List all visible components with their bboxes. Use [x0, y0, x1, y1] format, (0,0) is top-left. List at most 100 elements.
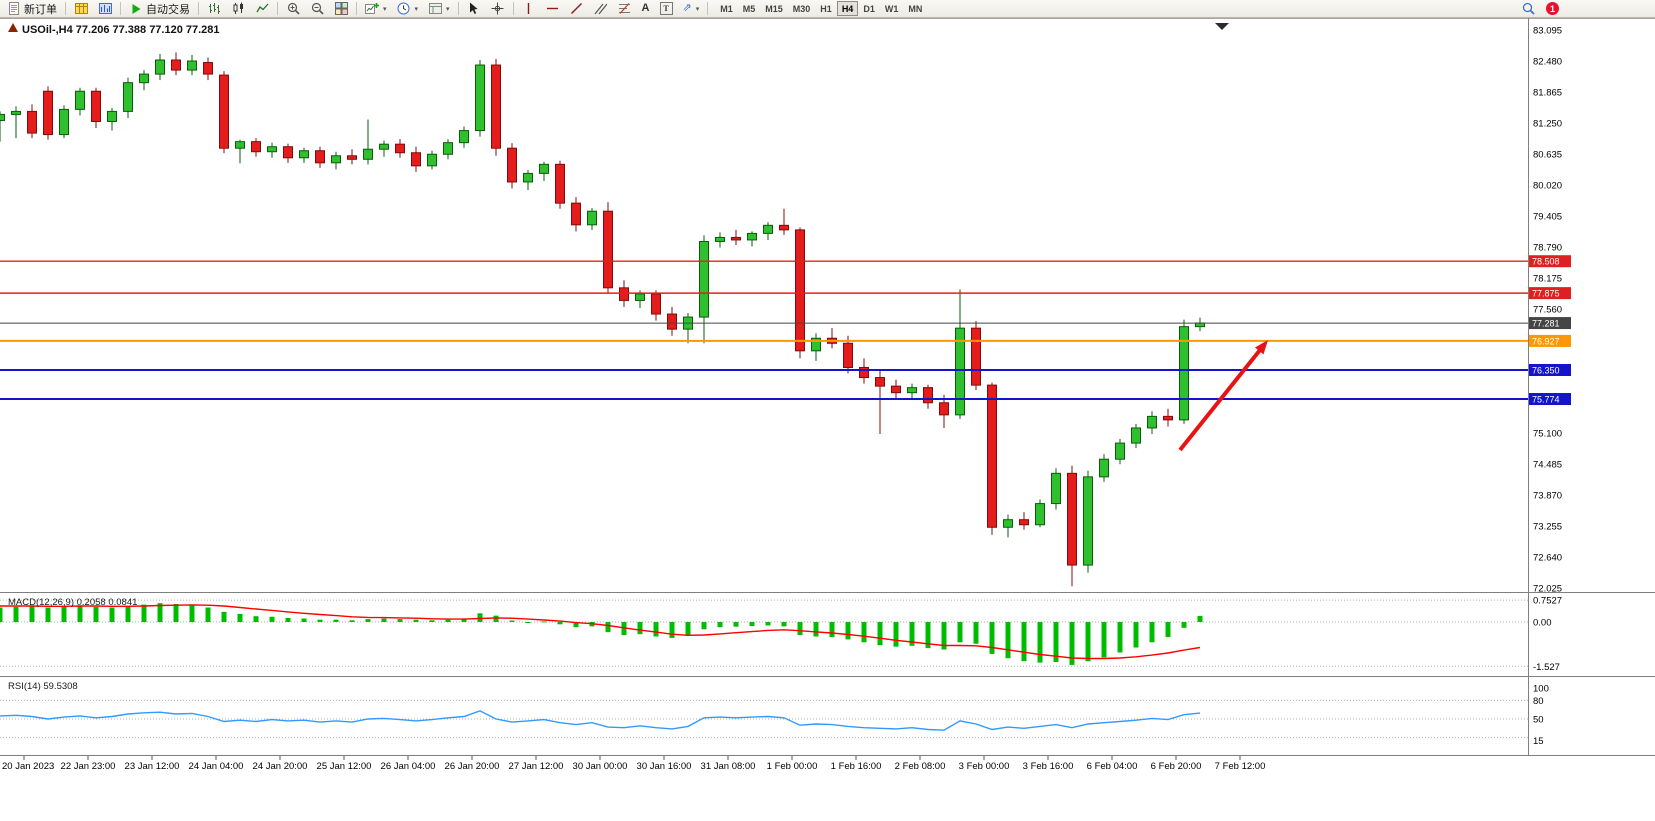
- trend-arrow-head[interactable]: [1255, 340, 1268, 355]
- candlestick-chart-button[interactable]: [227, 1, 249, 17]
- timeframe-button-mn[interactable]: MN: [903, 1, 927, 16]
- price-tick-label: 83.095: [1533, 26, 1562, 37]
- candle: [1003, 514, 1013, 538]
- arrow-tools-button[interactable]: ⇗ ▾: [679, 1, 704, 17]
- macd-bar: [877, 622, 883, 646]
- trend-arrow-shaft[interactable]: [1178, 347, 1263, 452]
- tile-windows-button[interactable]: [330, 1, 352, 17]
- fibonacci-button[interactable]: [614, 1, 636, 17]
- price-tick-label: 82.480: [1533, 57, 1562, 68]
- macd-bar: [477, 613, 483, 622]
- candle: [683, 313, 693, 344]
- candle-body: [427, 153, 437, 167]
- macd-bar: [861, 622, 867, 643]
- macd-bar: [973, 622, 979, 644]
- candle-body: [363, 148, 373, 160]
- candle-body: [395, 143, 405, 154]
- candle: [27, 104, 37, 139]
- candle: [1035, 499, 1045, 528]
- candle-body: [587, 210, 597, 226]
- trendline-button[interactable]: [566, 1, 588, 17]
- candle: [1051, 468, 1061, 510]
- candle: [331, 151, 341, 170]
- timeframe-button-m5[interactable]: M5: [738, 1, 761, 16]
- chart-shift-marker[interactable]: [1215, 23, 1229, 30]
- new-chart-button[interactable]: ▾: [361, 1, 391, 17]
- macd-bar: [1037, 622, 1043, 663]
- macd-bar: [509, 620, 515, 622]
- market-watch-button[interactable]: [94, 1, 116, 17]
- chart-title: USOil-,H4 77.206 77.388 77.120 77.281: [22, 24, 220, 36]
- rsi-scale-label: 100: [1533, 684, 1549, 695]
- timeframe-button-d1[interactable]: D1: [858, 1, 880, 16]
- new-order-button[interactable]: 新订单: [3, 1, 61, 17]
- line-chart-button[interactable]: [251, 1, 273, 17]
- macd-bar: [461, 618, 467, 622]
- price-tick-label: 72.640: [1533, 553, 1562, 564]
- line-chart-icon: [255, 2, 269, 16]
- chart-canvas[interactable]: 83.095 82.480 81.865 81.250 80.635 80.020 79.4…: [0, 18, 1655, 821]
- candle: [43, 86, 53, 140]
- macd-bar: [29, 606, 35, 622]
- timeframe-button-m15[interactable]: M15: [760, 1, 788, 16]
- timeframe-button-h4[interactable]: H4: [836, 1, 859, 16]
- search-button[interactable]: [1517, 1, 1539, 17]
- candle: [363, 119, 373, 165]
- rsi-scale-label: 50: [1533, 715, 1544, 726]
- candle: [139, 70, 149, 91]
- label-tool-button[interactable]: T: [656, 1, 677, 17]
- candle: [379, 140, 389, 157]
- macd-bar: [173, 604, 179, 622]
- candle-body: [491, 64, 501, 149]
- candle-body: [1035, 503, 1045, 526]
- time-label: 22 Jan 23:00: [61, 761, 116, 772]
- macd-bar: [669, 622, 675, 638]
- vertical-line-button[interactable]: [518, 1, 540, 17]
- quotes-button[interactable]: [70, 1, 92, 17]
- bar-chart-button[interactable]: [203, 1, 225, 17]
- macd-bar: [301, 618, 307, 622]
- timeframe-button-h1[interactable]: H1: [815, 1, 837, 16]
- timeframe-button-m1[interactable]: M1: [715, 1, 738, 16]
- macd-bar: [205, 607, 211, 622]
- time-label: 6 Feb 04:00: [1087, 761, 1138, 772]
- timeframe-button-m30[interactable]: M30: [788, 1, 816, 16]
- macd-bar: [1101, 622, 1107, 658]
- channel-button[interactable]: [590, 1, 612, 17]
- price-tick-label: 77.560: [1533, 305, 1562, 316]
- macd-bar: [1165, 622, 1171, 638]
- autotrading-label: 自动交易: [146, 3, 190, 16]
- crosshair-button[interactable]: [487, 1, 509, 17]
- candle-body: [155, 59, 165, 75]
- zoom-out-button[interactable]: [306, 1, 328, 17]
- candle: [283, 143, 293, 163]
- cursor-button[interactable]: [463, 1, 485, 17]
- macd-bar: [797, 622, 803, 636]
- candle-body: [843, 342, 853, 368]
- macd-bar: [237, 613, 243, 622]
- price-tick-label: 73.255: [1533, 522, 1562, 533]
- text-tool-button[interactable]: A: [638, 1, 654, 17]
- periods-button[interactable]: ▾: [393, 1, 423, 17]
- horizontal-line-button[interactable]: [542, 1, 564, 17]
- zoom-in-button[interactable]: [282, 1, 304, 17]
- candle: [123, 77, 133, 118]
- templates-button[interactable]: ▾: [424, 1, 454, 17]
- candle-body: [1195, 322, 1205, 328]
- macd-bar: [0, 607, 3, 622]
- time-label: 30 Jan 16:00: [637, 761, 692, 772]
- candle: [187, 54, 197, 76]
- candle: [507, 143, 517, 189]
- candle-body: [1115, 442, 1125, 460]
- macd-bar: [989, 622, 995, 654]
- autotrading-button[interactable]: 自动交易: [125, 1, 194, 17]
- macd-bar: [93, 606, 99, 622]
- notification-badge[interactable]: 1: [1546, 2, 1559, 15]
- macd-bar: [717, 622, 723, 628]
- candle: [715, 232, 725, 248]
- timeframe-button-w1[interactable]: W1: [880, 1, 904, 16]
- macd-bar: [1197, 615, 1203, 622]
- price-tick-label: 79.405: [1533, 212, 1562, 223]
- candle: [347, 149, 357, 165]
- time-label: 3 Feb 16:00: [1023, 761, 1074, 772]
